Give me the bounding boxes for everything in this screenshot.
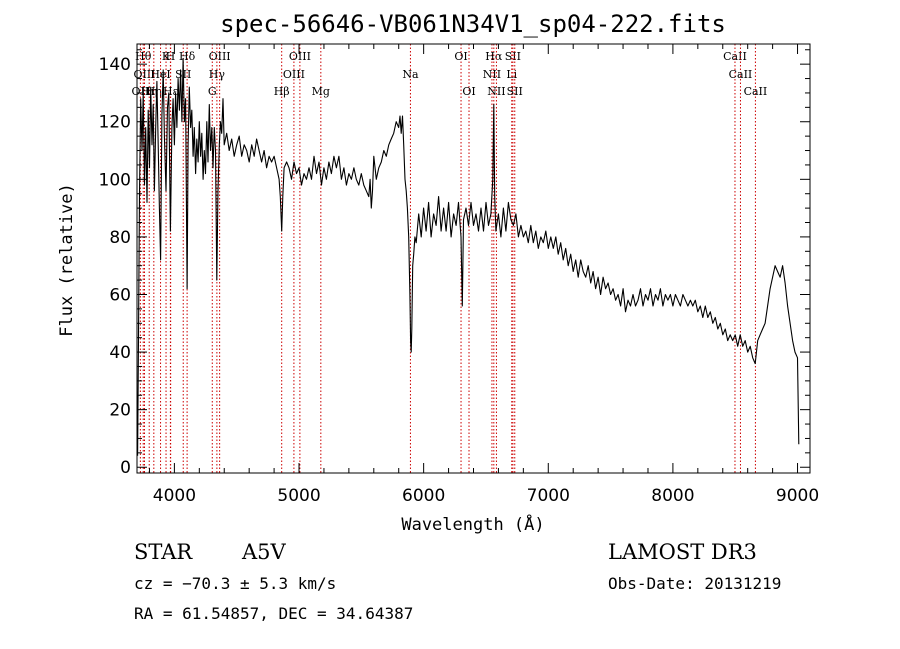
line-marker-label: NII xyxy=(483,68,501,81)
y-axis-label: Flux (relative) xyxy=(57,183,77,337)
y-tick-label: 60 xyxy=(109,285,131,305)
line-marker-label: Hη xyxy=(146,85,162,98)
y-tick-label: 120 xyxy=(99,113,131,133)
coordinates: RA = 61.54857, DEC = 34.64387 xyxy=(134,604,413,623)
redshift-value: cz = −70.3 ± 5.3 km/s xyxy=(134,574,336,593)
line-marker-label: OIII xyxy=(209,50,231,63)
y-tick-label: 100 xyxy=(99,170,131,190)
line-marker-label: CaII xyxy=(729,68,753,81)
line-marker-label: Li xyxy=(506,68,517,81)
line-marker-label: Mg xyxy=(312,85,330,98)
x-tick-label: 4000 xyxy=(153,486,196,506)
line-marker-label: CaII xyxy=(744,85,768,98)
y-tick-label: 20 xyxy=(109,401,131,421)
y-axis: 0 20 40 60 80 100 120 140 xyxy=(99,50,810,478)
chart-title: spec-56646-VB061N34V1_sp04-222.fits xyxy=(220,10,726,38)
x-tick-label: 9000 xyxy=(776,486,819,506)
line-marker-label: Hβ xyxy=(274,85,290,98)
line-marker-label: OIII xyxy=(283,68,305,81)
y-tick-label: 80 xyxy=(109,228,131,248)
object-class: STAR xyxy=(134,540,192,564)
line-marker-label: NII xyxy=(487,85,505,98)
line-marker-label: Na xyxy=(402,68,419,81)
y-tick-label: 140 xyxy=(99,55,131,75)
line-marker-label: OI xyxy=(454,50,467,63)
y-tick-label: 40 xyxy=(109,343,131,363)
y-tick-label: 0 xyxy=(120,458,131,478)
line-markers: HθOIIOIIIHηHηHeIKHHεSIIHδGHγOIIIHβOIIIOI… xyxy=(132,44,768,473)
obs-date: Obs-Date: 20131219 xyxy=(608,574,781,593)
x-tick-label: 8000 xyxy=(651,486,694,506)
line-marker-label: OIII xyxy=(289,50,311,63)
line-marker-label: Hα xyxy=(485,50,503,63)
x-tick-label: 5000 xyxy=(277,486,320,506)
line-marker-label: G xyxy=(208,85,217,98)
x-axis: 4000 5000 6000 7000 8000 9000 xyxy=(149,44,819,506)
line-marker-label: CaII xyxy=(723,50,747,63)
line-marker-label: Hδ xyxy=(179,50,196,63)
spectrum-line xyxy=(138,58,799,455)
survey-name: LAMOST DR3 xyxy=(608,540,757,564)
subclass: A5V xyxy=(242,540,286,564)
x-axis-label: Wavelength (Å) xyxy=(401,513,544,535)
line-marker-label: SII xyxy=(505,50,521,63)
x-tick-label: 6000 xyxy=(402,486,445,506)
plot-frame xyxy=(137,44,810,473)
line-marker-label: HeI xyxy=(150,68,170,81)
x-tick-label: 7000 xyxy=(527,486,570,506)
line-marker-label: Hγ xyxy=(209,68,226,81)
line-marker-label: SII xyxy=(507,85,523,98)
line-marker-label: OI xyxy=(462,85,475,98)
